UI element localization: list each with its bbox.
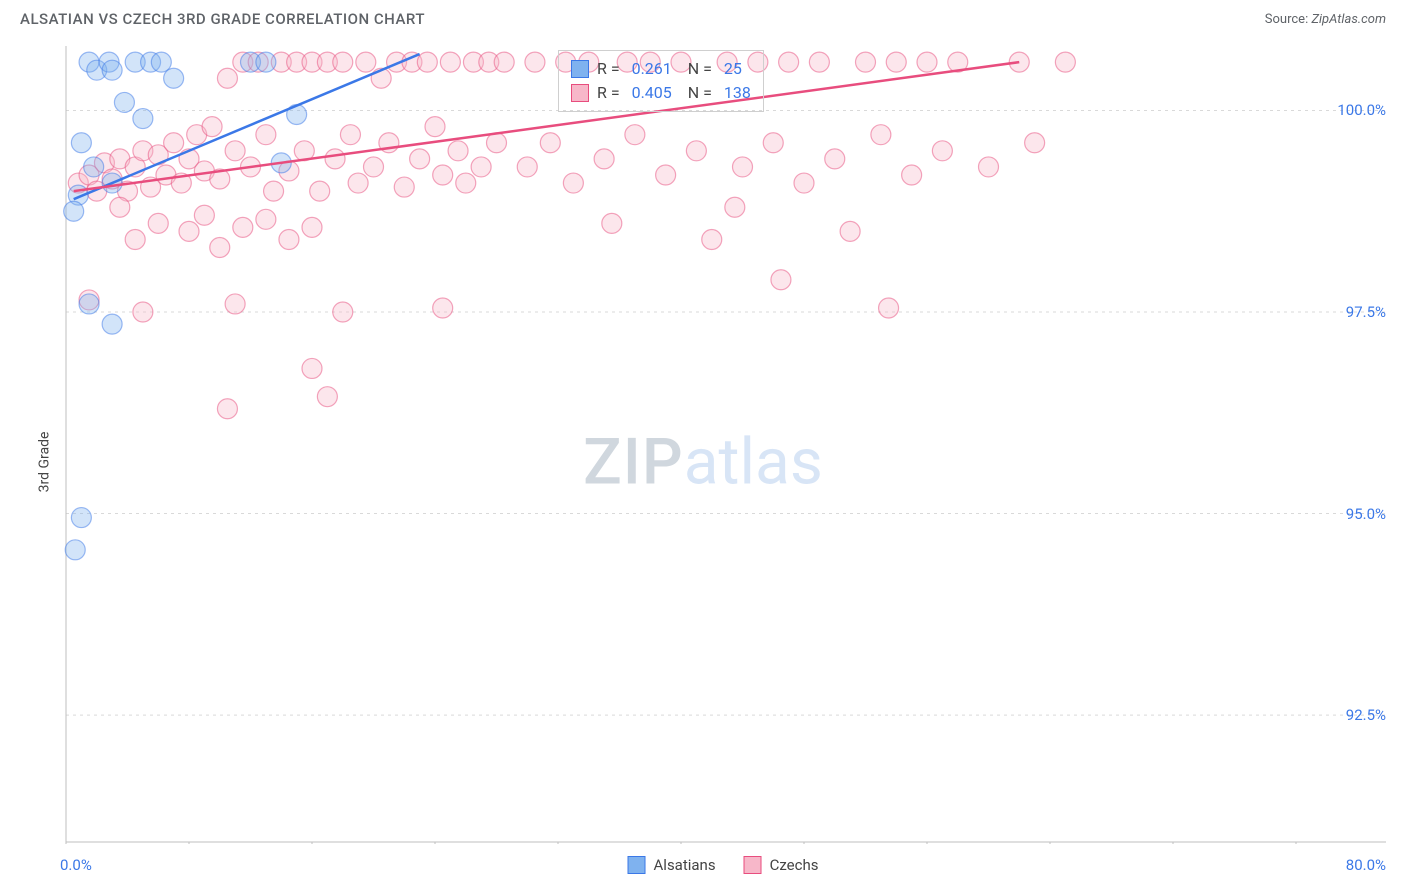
- stats-row: R = 0.261 N = 25: [571, 57, 751, 81]
- legend-item: Alsatians: [628, 856, 716, 874]
- n-value: 138: [720, 81, 751, 105]
- stats-row: R = 0.405 N = 138: [571, 81, 751, 105]
- r-value: 0.405: [628, 81, 672, 105]
- n-label: N =: [680, 81, 712, 105]
- r-value: 0.261: [628, 57, 672, 81]
- legend-swatch: [571, 60, 589, 78]
- n-label: N =: [680, 57, 712, 81]
- source-attribution: Source: ZipAtlas.com: [1265, 12, 1386, 27]
- legend-swatch: [628, 856, 646, 874]
- x-min-label: 0.0%: [60, 856, 92, 874]
- n-value: 25: [720, 57, 742, 81]
- y-axis-label: 3rd Grade: [36, 432, 52, 493]
- r-label: R =: [597, 57, 620, 81]
- chart-header: ALSATIAN VS CZECH 3RD GRADE CORRELATION …: [0, 0, 1406, 34]
- legend-swatch: [571, 84, 589, 102]
- x-max-label: 80.0%: [1346, 856, 1386, 874]
- legend-swatch: [744, 856, 762, 874]
- legend-item: Czechs: [744, 856, 819, 874]
- legend-bottom: Alsatians Czechs: [628, 856, 819, 874]
- y-tick-label: 95.0%: [1346, 505, 1386, 523]
- y-tick-label: 97.5%: [1346, 303, 1386, 321]
- source-prefix: Source:: [1265, 12, 1312, 27]
- scatter-plot: [60, 42, 1386, 844]
- stats-box: R = 0.261 N = 25R = 0.405 N = 138: [558, 50, 764, 112]
- r-label: R =: [597, 81, 620, 105]
- legend-label: Czechs: [770, 856, 819, 874]
- chart-area: 3rd Grade ZIPatlas R = 0.261 N = 25R = 0…: [20, 42, 1386, 882]
- x-axis-row: 0.0% Alsatians Czechs 80.0%: [60, 848, 1386, 882]
- chart-title: ALSATIAN VS CZECH 3RD GRADE CORRELATION …: [20, 10, 425, 28]
- y-tick-label: 100.0%: [1337, 101, 1386, 119]
- source-link[interactable]: ZipAtlas.com: [1311, 12, 1386, 27]
- legend-label: Alsatians: [654, 856, 716, 874]
- y-tick-label: 92.5%: [1346, 706, 1386, 724]
